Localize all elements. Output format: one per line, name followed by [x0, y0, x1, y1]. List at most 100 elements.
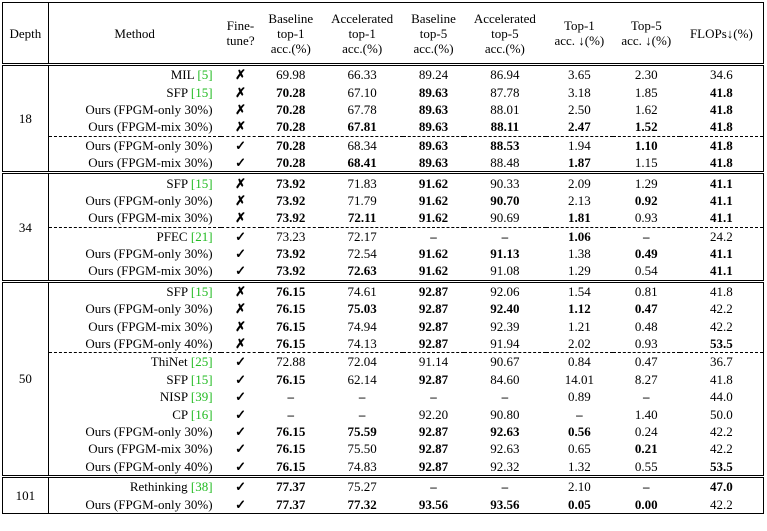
- table-row: 101 Rethinking [38] ✓ 77.37 75.27– –2.10–47.0: [2, 476, 764, 514]
- header-line: top-5: [491, 25, 519, 41]
- column-header: Top-1 acc. ↓(%): [546, 3, 613, 65]
- value-cell: 91.14: [403, 352, 464, 371]
- method-cell: Ours (FPGM-only 30%): [48, 135, 221, 154]
- value-cell: 73.23: [260, 226, 322, 245]
- method-cell: SFP [15]: [48, 83, 220, 100]
- depth-cell: 18: [2, 64, 49, 173]
- value-cell: 14.01: [564, 371, 594, 387]
- method-name: Ours (FPGM-mix 30%): [88, 155, 213, 171]
- column-header: Fine-tune?: [221, 3, 261, 65]
- method-cell: Ours (FPGM-only 30%): [48, 423, 220, 440]
- method-cell: SFP [15]: [48, 173, 220, 192]
- value-cell: 0.81: [634, 283, 658, 299]
- value-cell: 1.29: [634, 175, 658, 191]
- value-cell: 72.17: [321, 226, 404, 245]
- finetune-cell: ✗: [235, 210, 246, 226]
- value-cell: 76.15: [276, 371, 306, 387]
- table-row: Ours (FPGM-mix 30%) ✗ 73.92 72.11 91.62 90.69…: [3, 209, 764, 227]
- value-cell: 70.28: [276, 84, 306, 100]
- method-name: Ours (FPGM-only 40%): [85, 336, 213, 352]
- value-cell: 89.63: [418, 119, 449, 135]
- finetune-cell: ✓: [235, 406, 246, 422]
- value-cell: 2.02: [568, 336, 591, 352]
- value-cell: 89.24: [418, 67, 449, 83]
- citation: [21]: [190, 228, 213, 244]
- table-row: NISP [39] ✓ – – – – 0.89 – 44.0: [3, 388, 764, 405]
- value-cell: 41.1: [709, 246, 733, 262]
- value-cell: 71.79: [347, 192, 377, 208]
- method-name: Ours (FPGM-only 30%): [85, 246, 213, 262]
- value-cell: 36.7: [679, 352, 764, 371]
- value-cell: 3.18: [568, 84, 591, 100]
- header-line: acc. ↓(%): [621, 33, 672, 48]
- value-cell: 67.78: [347, 101, 377, 117]
- value-cell: 1.21: [568, 318, 591, 334]
- finetune-cell: ✗: [235, 192, 246, 208]
- value-cell: 90.33: [490, 175, 520, 191]
- method-name: Ours (FPGM-mix 30%): [88, 263, 213, 279]
- value-cell: 42.2: [709, 424, 733, 439]
- header-line: FLOPs↓(%): [689, 25, 753, 41]
- header-line: Baseline: [268, 10, 314, 26]
- value-cell: 41.1: [709, 192, 733, 208]
- column-header: Accelerated top-5 acc.(%): [464, 3, 546, 65]
- value-cell: 92.87: [418, 458, 449, 474]
- value-cell: 72.11: [347, 210, 377, 226]
- value-cell: 91.94: [490, 336, 520, 352]
- value-cell: –: [287, 389, 295, 405]
- value-cell: –: [643, 389, 650, 405]
- value-cell: 2.10: [568, 479, 591, 495]
- table-row: Ours (FPGM-mix 30%) ✗ 70.28 67.81 89.63 88.11…: [3, 118, 764, 136]
- method-name: Ours (FPGM-mix 30%): [88, 441, 213, 457]
- value-cell: 92.63: [490, 424, 520, 439]
- value-cell: 1.12: [568, 301, 591, 317]
- value-cell: 74.13: [347, 336, 377, 352]
- value-cell: 0.47: [612, 352, 680, 371]
- value-cell: 24.2: [679, 226, 764, 245]
- value-cell: –: [612, 226, 680, 245]
- value-cell: 91.13: [490, 246, 520, 262]
- value-cell: 88.01: [490, 101, 520, 117]
- value-cell: 67.81: [347, 119, 377, 135]
- value-cell: 69.98: [276, 67, 306, 83]
- citation: [15]: [190, 84, 213, 100]
- value-cell: 74.83: [347, 458, 377, 474]
- finetune-cell: ✓: [235, 424, 246, 439]
- value-cell: 91.62: [418, 175, 449, 191]
- method-cell: Ours (FPGM-only 30%): [48, 101, 220, 118]
- value-cell: 72.54: [347, 246, 377, 262]
- value-cell: 0.49: [634, 246, 658, 262]
- value-cell: 2.30: [634, 67, 658, 83]
- value-cell: 93.56: [418, 496, 449, 512]
- column-header: Top-5 acc. ↓(%): [613, 3, 680, 65]
- header-line: acc.(%): [270, 40, 311, 56]
- table-header: Depth Method Fine-tune? Baseline top-1 acc.(%…: [2, 2, 764, 65]
- value-cell: 74.61: [347, 283, 377, 299]
- finetune-cell: ✓: [220, 135, 261, 154]
- finetune-cell: ✗: [235, 119, 246, 135]
- method-cell: SFP [15]: [48, 281, 220, 300]
- value-cell: 87.78: [490, 84, 520, 100]
- value-cell: 91.62: [418, 263, 449, 279]
- method-cell: Ours (FPGM-only 30%): [48, 495, 220, 513]
- value-cell: 1.85: [634, 84, 658, 100]
- value-cell: 92.87: [418, 283, 449, 299]
- finetune-cell: ✗: [235, 318, 246, 334]
- value-cell: 34.6: [709, 67, 733, 83]
- table-row: CP [16] ✓ – – 92.20 90.80 – 1.40 50.0: [3, 405, 764, 422]
- header-line: Baseline: [411, 10, 456, 26]
- value-cell: –: [358, 389, 366, 405]
- value-cell: 73.92: [276, 175, 306, 191]
- value-cell: –: [287, 406, 295, 422]
- finetune-cell: ✓: [235, 441, 246, 457]
- table-row: Ours (FPGM-only 30%) ✓ 70.28 68.34 89.63 88.5…: [3, 135, 764, 154]
- value-cell: 41.1: [709, 175, 733, 191]
- finetune-cell: ✓: [235, 155, 246, 171]
- value-cell: 0.24: [634, 424, 658, 439]
- value-cell: 76.15: [276, 283, 306, 299]
- value-cell: 1.62: [634, 101, 658, 117]
- table-row: Ours (FPGM-only 30%) ✗ 73.92 71.79 91.62 90.7…: [3, 192, 764, 209]
- value-cell: –: [501, 479, 509, 495]
- value-cell: 41.8: [709, 371, 733, 387]
- value-cell: 92.87: [418, 424, 449, 439]
